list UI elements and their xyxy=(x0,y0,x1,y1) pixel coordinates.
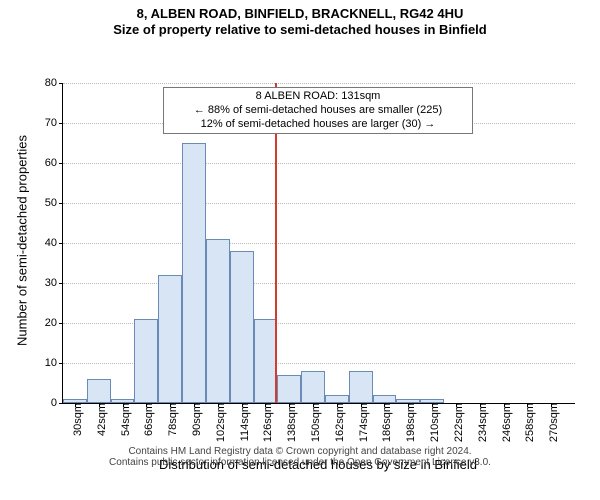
x-tick-label: 270sqm xyxy=(542,403,560,442)
y-gridline xyxy=(63,243,575,244)
histogram-bar xyxy=(301,371,325,403)
x-tick-label: 174sqm xyxy=(352,403,370,442)
x-tick-label: 234sqm xyxy=(471,403,489,442)
histogram-bar xyxy=(206,239,230,403)
x-tick-label: 258sqm xyxy=(518,403,536,442)
y-gridline xyxy=(63,83,575,84)
x-tick-label: 114sqm xyxy=(233,403,251,441)
x-tick-label: 186sqm xyxy=(375,403,393,442)
plot-area: 0102030405060708030sqm42sqm54sqm66sqm78s… xyxy=(62,83,575,404)
x-tick-label: 30sqm xyxy=(66,403,84,436)
figure-container: 8, ALBEN ROAD, BINFIELD, BRACKNELL, RG42… xyxy=(0,0,600,500)
histogram-bar xyxy=(325,395,349,403)
x-tick-label: 162sqm xyxy=(328,403,346,442)
histogram-bar xyxy=(63,399,87,403)
y-axis-label: Number of semi-detached properties xyxy=(15,81,30,401)
y-tick-label: 30 xyxy=(45,277,63,289)
title-line-2: Size of property relative to semi-detach… xyxy=(0,22,600,38)
histogram-bar xyxy=(87,379,111,403)
y-tick-label: 80 xyxy=(45,77,63,89)
x-tick-label: 66sqm xyxy=(137,403,155,436)
footer-line-1: Contains HM Land Registry data © Crown c… xyxy=(0,446,600,457)
y-tick-label: 50 xyxy=(45,197,63,209)
annotation-line-1: 8 ALBEN ROAD: 131sqm xyxy=(168,90,468,104)
x-tick-label: 90sqm xyxy=(185,403,203,436)
histogram-bar xyxy=(396,399,420,403)
y-tick-label: 70 xyxy=(45,117,63,129)
x-tick-label: 54sqm xyxy=(114,403,132,436)
annotation-box: 8 ALBEN ROAD: 131sqm← 88% of semi-detach… xyxy=(163,87,473,134)
histogram-bar xyxy=(230,251,254,403)
x-tick-label: 210sqm xyxy=(423,403,441,442)
histogram-bar xyxy=(182,143,206,403)
x-tick-label: 150sqm xyxy=(304,403,322,442)
histogram-bar xyxy=(111,399,135,403)
annotation-line-3: 12% of semi-detached houses are larger (… xyxy=(168,118,468,132)
y-gridline xyxy=(63,163,575,164)
histogram-bar xyxy=(134,319,158,403)
y-gridline xyxy=(63,283,575,284)
histogram-bar xyxy=(254,319,278,403)
y-gridline xyxy=(63,203,575,204)
y-tick-label: 0 xyxy=(51,397,63,409)
x-tick-label: 138sqm xyxy=(280,403,298,442)
x-tick-label: 78sqm xyxy=(161,403,179,436)
histogram-bar xyxy=(158,275,182,403)
histogram-bar xyxy=(420,399,444,403)
title-line-1: 8, ALBEN ROAD, BINFIELD, BRACKNELL, RG42… xyxy=(0,6,600,22)
x-tick-label: 222sqm xyxy=(447,403,465,442)
title-block: 8, ALBEN ROAD, BINFIELD, BRACKNELL, RG42… xyxy=(0,0,600,37)
annotation-line-2: ← 88% of semi-detached houses are smalle… xyxy=(168,104,468,118)
x-tick-label: 198sqm xyxy=(399,403,417,442)
x-tick-label: 126sqm xyxy=(256,403,274,442)
y-tick-label: 20 xyxy=(45,317,63,329)
y-tick-label: 60 xyxy=(45,157,63,169)
footer-line-2: Contains public sector information licen… xyxy=(0,457,600,468)
x-tick-label: 102sqm xyxy=(209,403,227,442)
y-tick-label: 40 xyxy=(45,237,63,249)
y-tick-label: 10 xyxy=(45,357,63,369)
x-tick-label: 42sqm xyxy=(90,403,108,436)
footer-attribution: Contains HM Land Registry data © Crown c… xyxy=(0,446,600,468)
histogram-bar xyxy=(277,375,301,403)
x-tick-label: 246sqm xyxy=(495,403,513,442)
histogram-bar xyxy=(373,395,397,403)
histogram-bar xyxy=(349,371,373,403)
